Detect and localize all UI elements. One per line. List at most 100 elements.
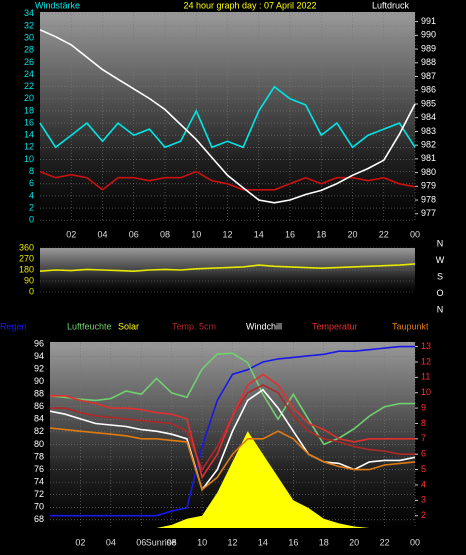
x-tick-label: 16 [288, 537, 298, 547]
direction-label: S [437, 271, 443, 281]
direction-label: W [436, 255, 445, 265]
x-tick-label: 14 [254, 229, 264, 239]
y2-tick-label: 989 [421, 43, 436, 53]
y-tick-label: 82 [34, 426, 44, 436]
y2-tick-label: 984 [421, 112, 436, 122]
x-tick-label: 04 [106, 537, 116, 547]
y-tick-label: 94 [34, 351, 44, 361]
legend-label: Temp. 5cm [172, 321, 216, 331]
y-tick-label: 32 [24, 20, 34, 30]
y2-tick-label: 2 [421, 510, 426, 520]
y2-tick-label: 983 [421, 126, 436, 136]
y-tick-label: 86 [34, 401, 44, 411]
x-tick-label: 16 [285, 229, 295, 239]
direction-label: N [437, 238, 444, 248]
y-tick-label: 88 [34, 389, 44, 399]
x-tick-label: 00 [410, 537, 420, 547]
x-tick-label: 12 [222, 229, 232, 239]
y-axis-label: Windstärke [35, 0, 80, 10]
y2-tick-label: 986 [421, 85, 436, 95]
y-tick-label: 68 [34, 514, 44, 524]
x-tick-label: 06 [136, 537, 146, 547]
y-tick-label: 76 [34, 464, 44, 474]
x-tick-label: 22 [380, 537, 390, 547]
y2-tick-label: 11 [421, 372, 430, 382]
x-tick-label: 08 [160, 229, 170, 239]
y-tick-label: 24 [24, 69, 34, 79]
legend-label: Solar [118, 321, 139, 331]
y-tick-label: 0 [29, 215, 34, 225]
y2-tick-label: 12 [421, 356, 431, 366]
y-tick-label: 72 [34, 489, 44, 499]
line [49, 427, 416, 491]
y2-tick-label: 4 [421, 479, 426, 489]
y2-tick-label: 8 [421, 418, 426, 428]
y-tick-label: 12 [24, 142, 34, 152]
y2-tick-label: 980 [421, 167, 436, 177]
y-tick-label: 20 [24, 93, 34, 103]
y-tick-label: 78 [34, 451, 44, 461]
y-tick-label: 10 [24, 154, 34, 164]
x-tick-label: 10 [197, 537, 207, 547]
y-tick-label: 16 [24, 117, 34, 127]
y2-tick-label: 5 [421, 464, 426, 474]
x-tick-label: 12 [227, 537, 237, 547]
y-tick-label: 4 [29, 190, 34, 200]
line [39, 170, 416, 191]
y2-tick-label: 988 [421, 57, 436, 67]
x-tick-label: 04 [97, 229, 107, 239]
line [39, 263, 416, 273]
line [39, 29, 416, 204]
legend-label: Windchill [246, 321, 282, 331]
annotation: Sunrise [146, 537, 177, 547]
legend-label: Luftfeuchte [67, 321, 112, 331]
y-tick-label: 28 [24, 45, 34, 55]
y-tick-label: 34 [24, 8, 34, 18]
x-tick-label: 02 [75, 537, 85, 547]
x-tick-label: 14 [258, 537, 268, 547]
y-tick-label: 180 [19, 264, 34, 274]
y-tick-label: 14 [24, 130, 34, 140]
y-tick-label: 92 [34, 363, 44, 373]
y-tick-label: 0 [29, 286, 34, 296]
y2-tick-label: 991 [421, 16, 436, 26]
area [50, 431, 415, 528]
y-tick-label: 90 [24, 275, 34, 285]
line [39, 85, 416, 149]
y-tick-label: 2 [29, 202, 34, 212]
y2-tick-label: 10 [421, 387, 431, 397]
y2-tick-label: 987 [421, 71, 436, 81]
y2-tick-label: 7 [421, 433, 426, 443]
x-tick-label: 18 [319, 537, 329, 547]
direction-label: N [437, 304, 444, 314]
y-tick-label: 74 [34, 477, 44, 487]
x-tick-label: 00 [410, 229, 420, 239]
direction-label: O [436, 288, 443, 298]
x-tick-label: 06 [129, 229, 139, 239]
y-tick-label: 80 [34, 439, 44, 449]
x-tick-label: 22 [379, 229, 389, 239]
y-tick-label: 84 [34, 414, 44, 424]
x-tick-label: 08 [167, 537, 177, 547]
y2-tick-label: 981 [421, 153, 436, 163]
x-tick-label: 10 [191, 229, 201, 239]
y-tick-label: 26 [24, 57, 34, 67]
y-tick-label: 90 [34, 376, 44, 386]
x-tick-label: 20 [347, 229, 357, 239]
x-tick-label: 02 [66, 229, 76, 239]
y-tick-label: 8 [29, 166, 34, 176]
y-tick-label: 6 [29, 178, 34, 188]
legend-label: Regen [0, 321, 27, 331]
y2-tick-label: 6 [421, 449, 426, 459]
legend-label: Taupunkt [392, 321, 429, 331]
y2-tick-label: 990 [421, 30, 436, 40]
y-tick-label: 18 [24, 105, 34, 115]
y-tick-label: 96 [34, 338, 44, 348]
x-tick-label: 18 [316, 229, 326, 239]
y2-tick-label: 982 [421, 140, 436, 150]
y-tick-label: 70 [34, 502, 44, 512]
chart-title: 24 hour graph day : 07 April 2022 [183, 0, 316, 10]
line [50, 345, 415, 517]
